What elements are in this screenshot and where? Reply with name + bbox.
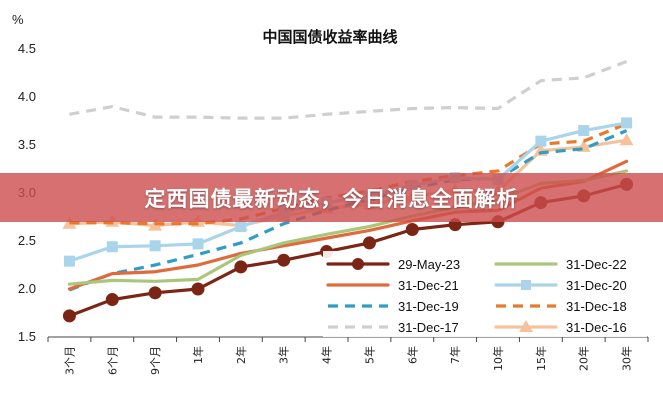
data-point-marker bbox=[234, 260, 248, 274]
x-tick-label: 3年 bbox=[277, 346, 291, 364]
legend-label: 31-Dec-17 bbox=[398, 320, 459, 335]
y-tick-label: 1.5 bbox=[18, 329, 36, 344]
axes: 1.52.02.53.03.54.04.53个月6个月9个月1年2年3年4年5年… bbox=[18, 41, 649, 375]
data-point-marker bbox=[362, 236, 376, 250]
legend-item: 29-May-23 bbox=[326, 257, 460, 272]
data-point-marker bbox=[149, 240, 161, 252]
chart-title: 中国国债收益率曲线 bbox=[262, 28, 397, 46]
data-point-marker bbox=[619, 133, 634, 146]
headline-text: 定西国债最新动态，今日消息全面解析 bbox=[144, 186, 519, 211]
data-point-marker bbox=[578, 125, 590, 137]
legend-label: 31-Dec-20 bbox=[566, 278, 627, 293]
data-point-marker bbox=[148, 286, 162, 300]
legend-item: 31-Dec-16 bbox=[494, 320, 627, 335]
legend-swatch-marker bbox=[521, 280, 531, 290]
y-tick-label: 3.5 bbox=[18, 137, 36, 152]
data-point-marker bbox=[191, 282, 205, 296]
data-point-marker bbox=[105, 293, 119, 307]
series-line bbox=[69, 59, 628, 120]
legend-item: 31-Dec-19 bbox=[328, 299, 459, 314]
legend-swatch-marker bbox=[352, 258, 364, 270]
legend-item: 31-Dec-17 bbox=[328, 320, 459, 335]
legend-label: 31-Dec-18 bbox=[566, 299, 627, 314]
legend-label: 31-Dec-19 bbox=[398, 299, 459, 314]
x-tick-label: 6年 bbox=[405, 346, 419, 364]
x-tick-label: 7年 bbox=[448, 346, 462, 364]
y-tick-label: 2.0 bbox=[18, 281, 36, 296]
data-point-marker bbox=[535, 135, 547, 147]
y-tick-label: 4.5 bbox=[18, 41, 36, 56]
headline-banner: 定西国债最新动态，今日消息全面解析 bbox=[0, 173, 663, 222]
legend-item: 31-Dec-18 bbox=[496, 299, 627, 314]
x-tick-label: 20年 bbox=[577, 346, 591, 371]
x-tick-label: 6个月 bbox=[106, 346, 119, 375]
legend-item: 31-Dec-22 bbox=[494, 257, 627, 272]
x-tick-label: 5年 bbox=[362, 346, 376, 364]
legend: 29-May-23 31-Dec-22 31-Dec-21 31-Dec-20 31-D… bbox=[323, 251, 647, 337]
y-tick-label: 4.0 bbox=[18, 89, 36, 104]
x-tick-label: 2年 bbox=[234, 346, 248, 364]
x-tick-label: 9个月 bbox=[149, 346, 162, 375]
data-point-marker bbox=[235, 221, 247, 233]
data-point-marker bbox=[63, 255, 75, 267]
legend-swatch-marker bbox=[519, 320, 533, 332]
x-tick-label: 1年 bbox=[191, 346, 205, 364]
legend-item: 31-Dec-20 bbox=[494, 278, 627, 293]
y-tick-label: 2.5 bbox=[18, 233, 36, 248]
x-tick-label: 3个月 bbox=[63, 346, 76, 375]
data-point-marker bbox=[106, 241, 118, 253]
x-tick-label: 15年 bbox=[534, 346, 548, 371]
data-point-marker bbox=[277, 253, 291, 267]
data-point-marker bbox=[405, 222, 419, 236]
legend-item: 31-Dec-21 bbox=[326, 278, 459, 293]
data-point-marker bbox=[621, 117, 633, 129]
series-31-dec-17 bbox=[69, 59, 628, 120]
legend-label: 31-Dec-16 bbox=[566, 320, 627, 335]
data-point-marker bbox=[62, 309, 76, 323]
legend-label: 31-Dec-21 bbox=[398, 278, 459, 293]
legend-label: 29-May-23 bbox=[398, 257, 460, 272]
data-point-marker bbox=[192, 238, 204, 250]
x-tick-label: 30年 bbox=[620, 346, 634, 371]
x-tick-label: 10年 bbox=[491, 346, 505, 371]
x-tick-label: 4年 bbox=[320, 346, 334, 364]
legend-label: 31-Dec-22 bbox=[566, 257, 627, 272]
y-axis-unit-label: % bbox=[12, 12, 24, 27]
